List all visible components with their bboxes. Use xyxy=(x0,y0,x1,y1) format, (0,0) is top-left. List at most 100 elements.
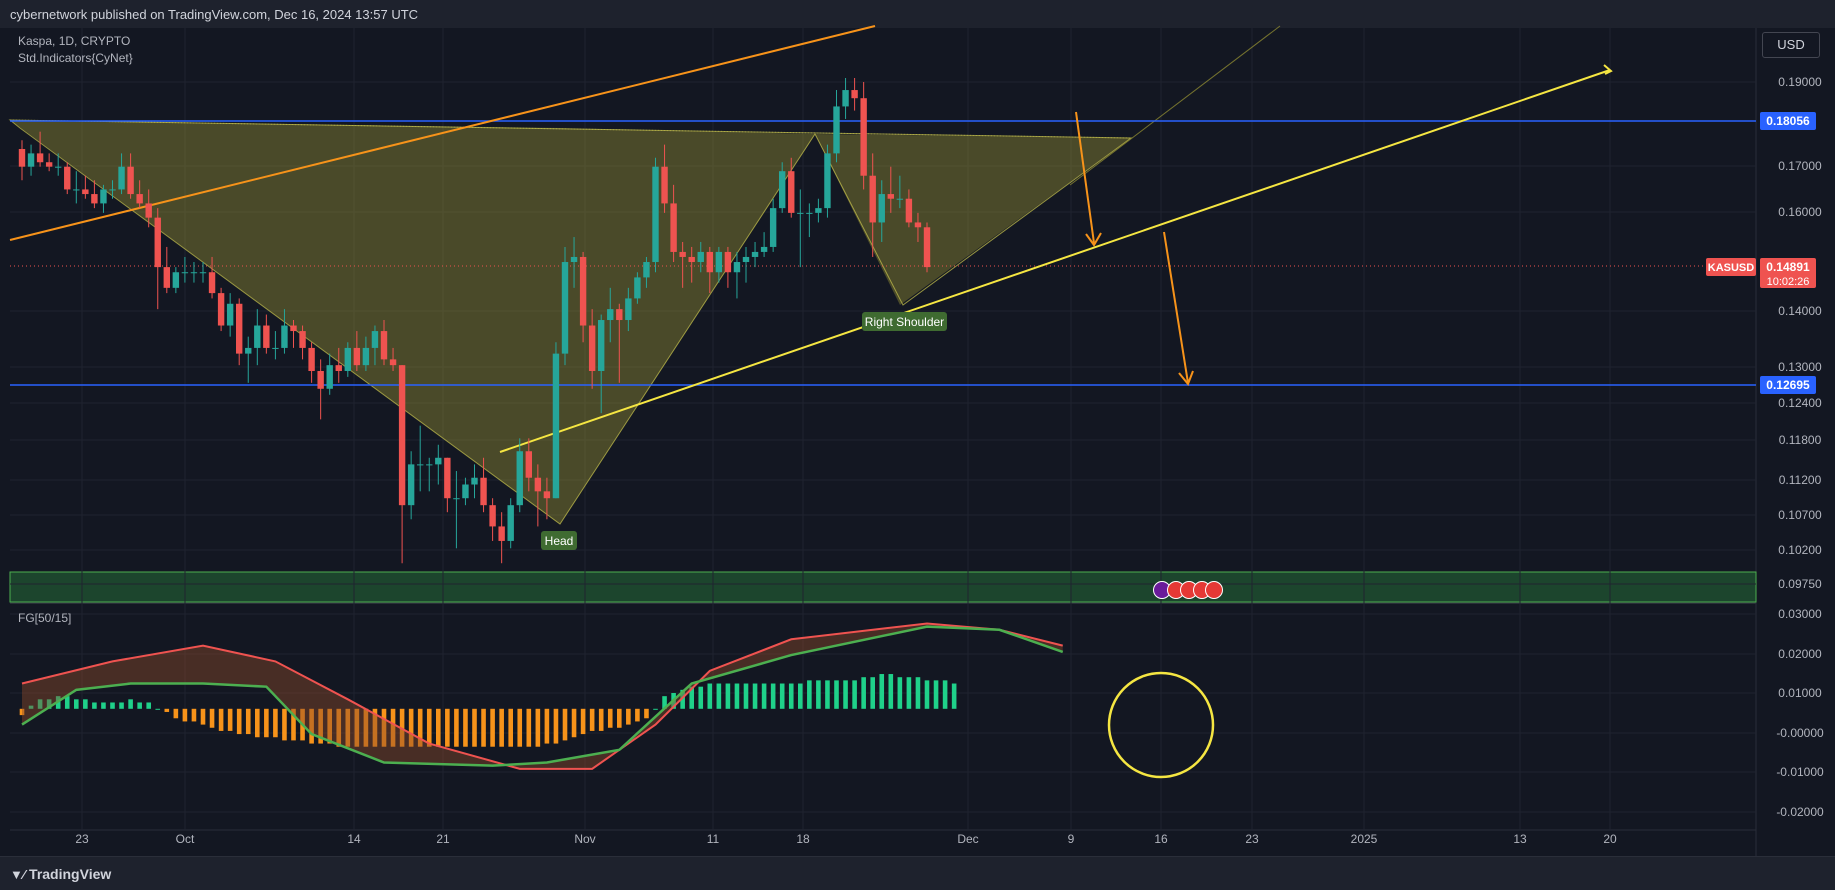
candle-body xyxy=(878,194,885,223)
countdown-label: 10:02:26 xyxy=(1767,276,1810,288)
histogram-bar xyxy=(553,708,559,744)
histogram-bar xyxy=(481,708,486,747)
candle-body xyxy=(824,153,831,209)
histogram-bar xyxy=(264,708,269,738)
candle-body xyxy=(290,325,297,332)
candle-body xyxy=(199,272,207,274)
histogram-bar xyxy=(680,689,685,709)
histogram-bar xyxy=(128,699,133,709)
histogram-bar xyxy=(200,708,206,725)
histogram-bar xyxy=(227,708,233,731)
candle-body xyxy=(860,98,867,176)
time-tick-label: Dec xyxy=(957,832,978,846)
histogram-bar xyxy=(662,696,667,709)
candle xyxy=(199,262,207,283)
candle-body xyxy=(190,272,198,274)
time-tick-label: 2025 xyxy=(1351,832,1378,846)
histogram-bar xyxy=(562,708,568,741)
pattern-fill xyxy=(10,120,1131,524)
histogram-bar xyxy=(852,680,857,709)
histogram-bar xyxy=(390,708,396,747)
candle xyxy=(625,287,632,332)
candle-body xyxy=(652,166,659,263)
currency-button[interactable]: USD xyxy=(1762,32,1820,58)
candle-body xyxy=(208,272,216,294)
candle xyxy=(579,251,587,343)
time-tick-label: 16 xyxy=(1154,832,1168,846)
candle-body xyxy=(245,347,252,354)
candle xyxy=(489,498,496,541)
histogram-bar xyxy=(445,708,450,747)
histogram-bar xyxy=(788,683,794,709)
candle-body xyxy=(543,491,551,499)
histogram-bar xyxy=(291,708,296,741)
candle-body xyxy=(896,198,904,200)
oscillator-tick-label: 0.01000 xyxy=(1778,686,1822,700)
histogram-bar xyxy=(37,699,43,709)
candle-body xyxy=(607,309,614,321)
candle-body xyxy=(389,359,397,366)
candle xyxy=(118,153,125,195)
candle xyxy=(398,365,406,564)
candle-body xyxy=(263,325,270,348)
candle-body xyxy=(634,277,641,299)
histogram-bar xyxy=(119,702,124,709)
histogram-bar xyxy=(101,702,106,709)
candle xyxy=(860,82,867,190)
candle-body xyxy=(335,365,342,372)
candle xyxy=(643,256,650,288)
candle xyxy=(462,477,469,506)
candle-body xyxy=(18,148,26,167)
histogram-bar xyxy=(798,683,803,709)
candle-body xyxy=(462,484,469,499)
histogram-bar xyxy=(635,708,640,722)
candle-body xyxy=(751,251,759,257)
candle xyxy=(588,309,596,389)
us-flag-event-icon xyxy=(1205,581,1223,599)
neckline xyxy=(9,119,1132,139)
candle-body xyxy=(905,198,913,223)
histogram-bar xyxy=(626,708,631,725)
histogram-bar xyxy=(255,708,260,738)
candle-body xyxy=(851,90,858,99)
symbol-badge xyxy=(1706,258,1756,276)
histogram-bar xyxy=(897,677,903,709)
candle-body xyxy=(869,175,876,223)
candle xyxy=(869,153,876,257)
candle-body xyxy=(534,477,542,492)
candle xyxy=(82,175,89,199)
candle xyxy=(181,256,189,283)
histogram-bar xyxy=(318,708,323,744)
candle xyxy=(480,457,487,513)
oscillator-tick-label: -0.01000 xyxy=(1776,765,1824,779)
histogram-bar xyxy=(834,680,839,709)
candle xyxy=(842,78,849,119)
candle-body xyxy=(281,325,288,348)
candle-body xyxy=(36,153,44,163)
price-tick-label: 0.14000 xyxy=(1778,304,1822,318)
histogram-bar xyxy=(617,708,622,728)
right-shoulder-label: Right Shoulder xyxy=(865,315,944,329)
symbol-badge-label: KASUSD xyxy=(1708,262,1755,274)
oscillator-red-line xyxy=(21,622,1063,770)
candle-body xyxy=(308,347,315,372)
histogram-bar xyxy=(408,708,414,747)
candle-body xyxy=(833,106,840,154)
candle-body xyxy=(643,262,650,278)
time-tick-label: 20 xyxy=(1603,832,1617,846)
oscillator-green-line xyxy=(21,625,1064,767)
histogram-bar xyxy=(761,683,767,709)
candle-body xyxy=(326,365,333,389)
histogram-bar xyxy=(734,683,740,709)
candle-body xyxy=(64,166,71,190)
candle xyxy=(525,438,532,492)
candle-body xyxy=(254,325,261,348)
footer-bar: ▼⁄ TradingView xyxy=(0,856,1835,890)
histogram-bar xyxy=(571,708,577,738)
histogram-bar xyxy=(933,680,939,709)
candle-body xyxy=(724,251,732,273)
candle-body xyxy=(118,166,125,190)
candle-body xyxy=(172,272,180,288)
oscillator-tick-label: 0.02000 xyxy=(1778,647,1822,661)
